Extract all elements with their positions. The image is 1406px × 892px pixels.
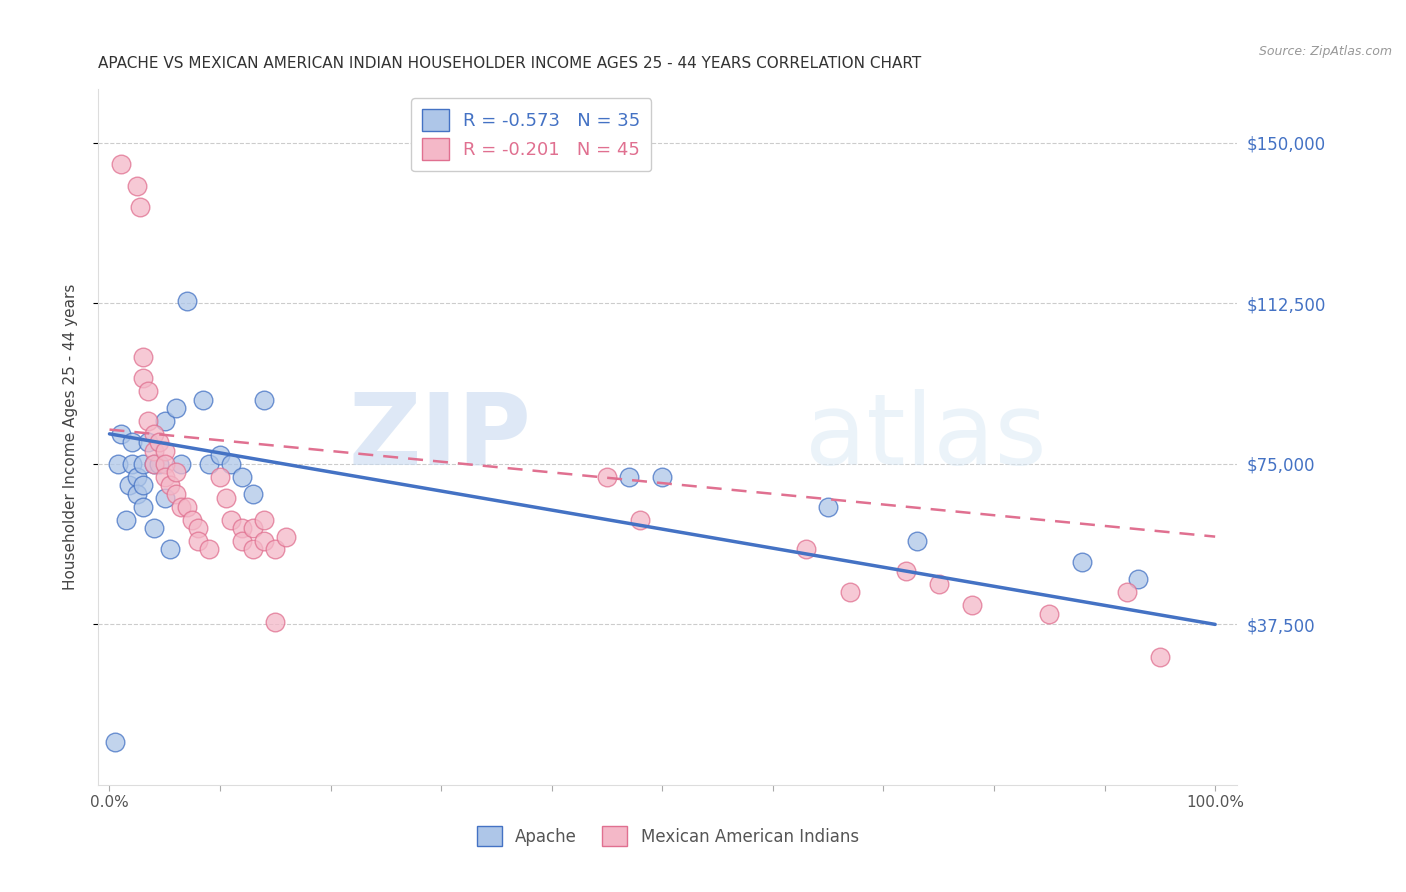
Point [187,521,209,535]
Point [231,533,253,548]
Point [142,444,165,458]
Point [1115,585,1137,599]
Point [242,487,264,501]
Point [253,512,276,526]
Legend: Apache, Mexican American Indians: Apache, Mexican American Indians [471,820,865,853]
Point [142,457,165,471]
Point [193,392,215,407]
Point [817,500,839,514]
Point [242,521,264,535]
Point [159,478,181,492]
Point [928,576,950,591]
Point [214,491,236,505]
Point [165,466,187,480]
Point [107,457,129,471]
Point [651,469,673,483]
Point [905,533,928,548]
Point [264,615,287,630]
Point [209,469,232,483]
Point [176,500,198,514]
Point [1071,555,1094,569]
Point [839,585,862,599]
Point [153,469,176,483]
Point [153,457,176,471]
Point [276,530,298,544]
Point [617,469,640,483]
Point [219,512,242,526]
Point [198,542,221,557]
Point [159,542,181,557]
Text: APACHE VS MEXICAN AMERICAN INDIAN HOUSEHOLDER INCOME AGES 25 - 44 YEARS CORRELAT: APACHE VS MEXICAN AMERICAN INDIAN HOUSEH… [98,56,922,71]
Point [165,487,187,501]
Point [131,478,153,492]
Point [219,457,242,471]
Point [142,426,165,441]
Point [127,469,149,483]
Point [148,435,170,450]
Point [894,564,917,578]
Point [131,500,153,514]
Point [127,487,149,501]
Point [131,371,153,385]
Point [794,542,817,557]
Point [118,478,141,492]
Point [127,178,149,193]
Point [110,157,132,171]
Point [148,457,170,471]
Point [121,435,143,450]
Point [131,457,153,471]
Point [142,521,165,535]
Point [129,200,152,214]
Point [153,491,176,505]
Point [170,457,193,471]
Point [960,598,983,612]
Point [181,512,204,526]
Point [153,444,176,458]
Point [264,542,287,557]
Point [131,350,153,364]
Point [1038,607,1060,621]
Point [198,457,221,471]
Point [242,542,264,557]
Y-axis label: Householder Income Ages 25 - 44 years: Householder Income Ages 25 - 44 years [63,284,77,591]
Point [231,521,253,535]
Point [209,448,232,462]
Point [1126,573,1149,587]
Point [110,426,132,441]
Point [165,401,187,416]
Point [104,735,127,749]
Text: atlas: atlas [804,389,1046,485]
Point [153,414,176,428]
Point [115,512,138,526]
Point [121,457,143,471]
Point [176,294,198,309]
Point [231,469,253,483]
Text: ZIP: ZIP [349,389,531,485]
Text: Source: ZipAtlas.com: Source: ZipAtlas.com [1258,45,1392,58]
Point [136,435,159,450]
Point [596,469,619,483]
Point [253,533,276,548]
Point [628,512,651,526]
Point [1149,649,1171,664]
Point [142,457,165,471]
Point [187,533,209,548]
Point [253,392,276,407]
Point [136,414,159,428]
Point [136,384,159,398]
Point [170,500,193,514]
